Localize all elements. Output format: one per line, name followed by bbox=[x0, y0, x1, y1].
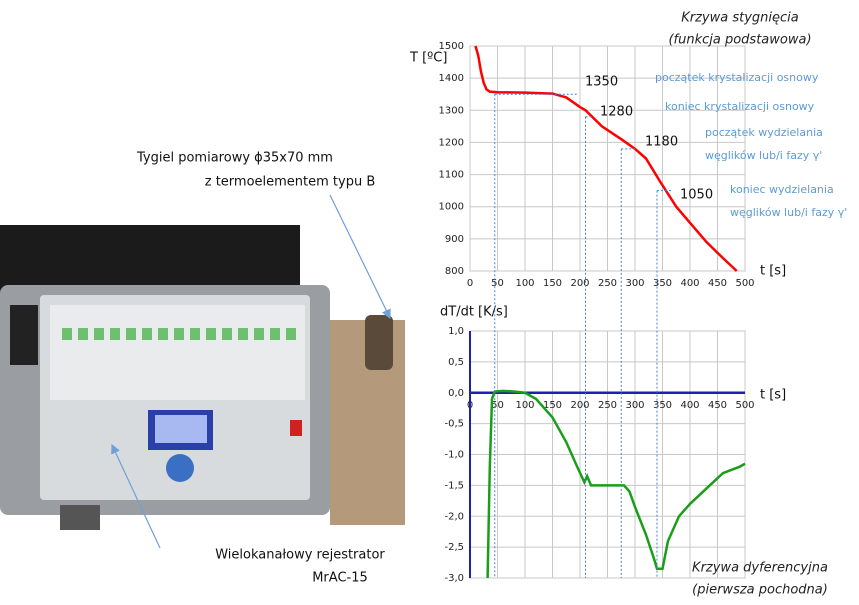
recorder-label: Wielokanałowy rejestrator bbox=[215, 548, 385, 563]
y-tick-label: -3,0 bbox=[444, 573, 464, 584]
x-axis-label: t [s] bbox=[760, 388, 786, 403]
y-tick-label: 1000 bbox=[439, 202, 464, 213]
y-tick-label: -0,5 bbox=[444, 419, 464, 430]
x-tick-label: 300 bbox=[625, 278, 644, 289]
annotation-value: 1350 bbox=[585, 75, 618, 90]
y-tick-label: 0,0 bbox=[448, 388, 464, 399]
channel-connectors bbox=[62, 328, 296, 340]
annotation-text: początek krystalizacji osnowy bbox=[655, 71, 819, 84]
keypad bbox=[166, 454, 194, 482]
switch bbox=[290, 420, 302, 436]
y-tick-label: -1,0 bbox=[444, 450, 464, 461]
chart-subtitle: (funkcja podstawowa) bbox=[668, 33, 811, 48]
chart-subtitle: (pierwsza pochodna) bbox=[692, 583, 828, 598]
page: Tygiel pomiarowy ϕ35x70 mm z termoelemen… bbox=[0, 0, 859, 601]
x-tick-label: 400 bbox=[680, 278, 699, 289]
y-tick-label: -1,5 bbox=[444, 480, 464, 491]
crucible bbox=[365, 315, 393, 370]
y-axis-label: dT/dt [K/s] bbox=[440, 305, 508, 320]
y-tick-label: 1100 bbox=[439, 170, 464, 181]
x-tick-label: 100 bbox=[515, 278, 534, 289]
y-tick-label: 1400 bbox=[439, 73, 464, 84]
annotation-text: koniec krystalizacji osnowy bbox=[665, 100, 815, 113]
x-axis-label: t [s] bbox=[760, 264, 786, 279]
y-tick-label: -2,0 bbox=[444, 511, 464, 522]
display-screen bbox=[155, 415, 207, 443]
crucible-arrow bbox=[330, 195, 390, 318]
annotation-value: 1050 bbox=[680, 188, 713, 203]
x-tick-label: 400 bbox=[680, 400, 699, 411]
y-tick-label: 1300 bbox=[439, 105, 464, 116]
x-tick-label: 100 bbox=[515, 400, 534, 411]
y-axis-label: T [ºC] bbox=[409, 51, 447, 66]
x-tick-label: 350 bbox=[653, 278, 672, 289]
y-tick-label: 800 bbox=[445, 266, 464, 277]
x-tick-label: 200 bbox=[570, 278, 589, 289]
y-tick-label: 0,5 bbox=[448, 357, 464, 368]
x-tick-label: 250 bbox=[598, 400, 617, 411]
x-tick-label: 450 bbox=[708, 400, 727, 411]
power-adapter bbox=[10, 305, 38, 365]
x-tick-label: 500 bbox=[735, 278, 754, 289]
crucible-label: Tygiel pomiarowy ϕ35x70 mm bbox=[136, 151, 333, 166]
annotation-value: 1180 bbox=[645, 135, 678, 150]
x-tick-label: 50 bbox=[491, 278, 504, 289]
annotation-text: koniec wydzielania bbox=[730, 183, 834, 196]
y-tick-label: 900 bbox=[445, 234, 464, 245]
chart-title: Krzywa stygnięcia bbox=[681, 11, 799, 26]
x-tick-label: 500 bbox=[735, 400, 754, 411]
recorder-label: MrAC-15 bbox=[312, 571, 368, 586]
photo bbox=[0, 225, 405, 530]
annotation-text: początek wydzielania bbox=[705, 126, 823, 139]
annotation-text: węglików lub/i fazy γ' bbox=[705, 149, 822, 162]
channel-strip bbox=[50, 305, 305, 400]
x-tick-label: 250 bbox=[598, 278, 617, 289]
crucible-label: z termoelementem typu B bbox=[205, 175, 376, 190]
x-tick-label: 200 bbox=[570, 400, 589, 411]
chart-title: Krzywa dyferencyjna bbox=[692, 561, 828, 576]
annotation-text: węglików lub/i fazy γ' bbox=[730, 206, 847, 219]
y-tick-label: 1,0 bbox=[448, 326, 464, 337]
case-foot bbox=[60, 505, 100, 530]
x-tick-label: 350 bbox=[653, 400, 672, 411]
annotation-value: 1280 bbox=[600, 105, 633, 120]
figure: Tygiel pomiarowy ϕ35x70 mm z termoelemen… bbox=[0, 0, 859, 601]
x-tick-label: 450 bbox=[708, 278, 727, 289]
x-tick-label: 150 bbox=[543, 278, 562, 289]
y-tick-label: -2,5 bbox=[444, 542, 464, 553]
x-tick-label: 300 bbox=[625, 400, 644, 411]
y-tick-label: 1200 bbox=[439, 137, 464, 148]
x-tick-label: 0 bbox=[467, 278, 473, 289]
